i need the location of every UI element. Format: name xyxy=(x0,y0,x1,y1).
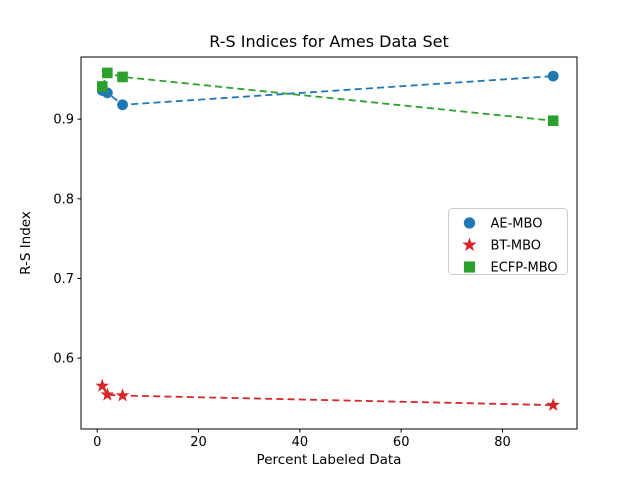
data-point-marker xyxy=(463,261,476,273)
x-tick-label: 60 xyxy=(393,435,410,450)
x-tick-label: 20 xyxy=(190,435,207,450)
data-point-marker xyxy=(102,67,113,79)
legend-entry: BT-MBO xyxy=(462,237,542,254)
data-point-marker xyxy=(462,237,477,252)
data-point-marker xyxy=(100,387,115,401)
legend: AE-MBO BT-MBO ECFP-MBO xyxy=(448,208,568,276)
legend-entry-label: AE-MBO xyxy=(491,217,543,232)
data-point-marker xyxy=(96,81,108,92)
legend-entry: AE-MBO xyxy=(463,217,543,232)
data-point-marker xyxy=(546,397,561,411)
data-point-marker xyxy=(547,70,559,82)
series-ecfp-mbo xyxy=(96,67,559,127)
axis-ticks: 0 20 40 60 80 0.6 0.7 0.8 0.9 xyxy=(53,113,510,450)
y-tick-label: 0.8 xyxy=(53,192,74,207)
x-tick-label: 80 xyxy=(494,435,511,450)
data-point-marker xyxy=(117,99,128,111)
data-point-marker xyxy=(547,115,559,127)
legend-box xyxy=(448,208,568,275)
y-tick-label: 0.6 xyxy=(53,352,74,367)
data-point-marker xyxy=(117,71,128,83)
legend-entry: ECFP-MBO xyxy=(463,261,558,276)
axes-frame xyxy=(80,56,578,430)
y-tick-label: 0.9 xyxy=(53,113,74,128)
x-axis-label: Percent Labeled Data xyxy=(257,452,402,468)
y-axis-label: R-S Index xyxy=(18,211,34,275)
x-tick-label: 40 xyxy=(292,435,309,450)
data-point-marker xyxy=(95,378,110,392)
legend-entry-label: BT-MBO xyxy=(491,239,542,254)
series-bt-mbo xyxy=(95,378,561,411)
data-point-marker xyxy=(463,217,476,229)
series-layer xyxy=(95,67,561,411)
legend-entry-label: ECFP-MBO xyxy=(491,261,558,276)
y-tick-label: 0.7 xyxy=(53,272,74,287)
x-tick-label: 0 xyxy=(93,435,101,450)
data-point-marker xyxy=(115,388,130,402)
chart-title: R-S Indices for Ames Data Set xyxy=(209,32,448,51)
trend-line xyxy=(101,71,554,122)
